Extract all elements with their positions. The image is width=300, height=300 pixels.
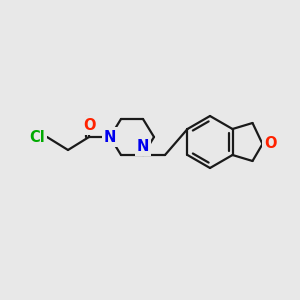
Text: Cl: Cl (29, 130, 45, 145)
Text: O: O (83, 118, 95, 133)
Text: O: O (265, 136, 277, 152)
Text: N: N (104, 130, 116, 145)
Text: N: N (137, 139, 149, 154)
